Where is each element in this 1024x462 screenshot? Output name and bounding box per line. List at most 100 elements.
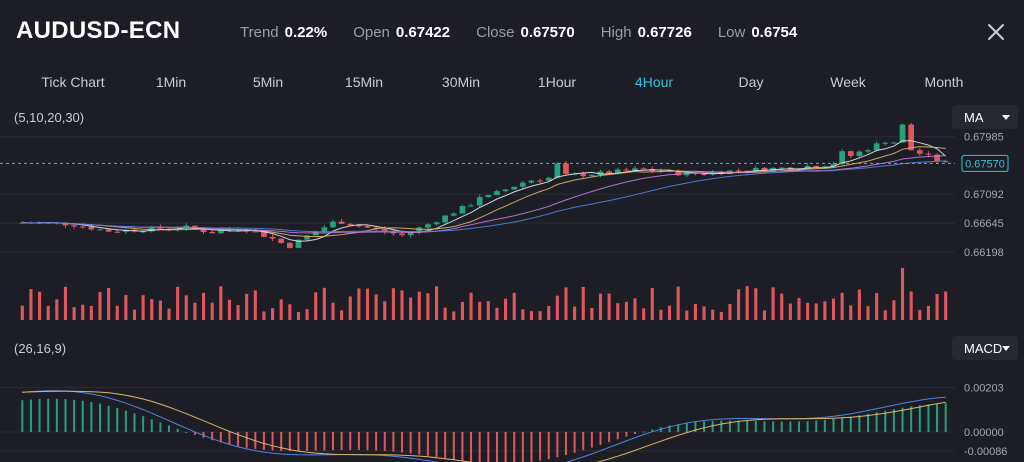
volume-bar	[823, 301, 827, 320]
macd-histogram-bar	[884, 410, 887, 432]
macd-histogram-bar	[176, 428, 179, 432]
macd-histogram-bar	[280, 431, 283, 451]
volume-bar	[892, 300, 896, 320]
macd-dropdown-label: MACD	[964, 341, 1003, 356]
volume-bar	[417, 291, 421, 320]
macd-histogram-bar	[556, 431, 559, 458]
volume-bar	[918, 309, 922, 320]
macd-histogram-bar	[375, 431, 378, 451]
candle-body	[545, 177, 552, 181]
tab-week[interactable]: Week	[830, 74, 866, 90]
macd-histogram-bar	[29, 399, 32, 432]
macd-histogram-bar	[461, 431, 464, 461]
macd-histogram-bar	[81, 400, 84, 432]
macd-histogram-bar	[366, 431, 369, 451]
macd-histogram-bar	[288, 431, 291, 451]
candle-body	[908, 124, 915, 151]
tab-day[interactable]: Day	[738, 74, 764, 90]
volume-bar	[115, 305, 119, 320]
stat-trend: Trend 0.22%	[240, 24, 327, 44]
volume-bar	[926, 306, 930, 320]
volume-bar	[279, 299, 283, 320]
volume-bar	[167, 308, 171, 320]
macd-histogram-bar	[746, 420, 749, 432]
volume-bar	[245, 293, 249, 320]
macd-tick-label: 0.00000	[964, 427, 1004, 439]
macd-histogram-bar	[409, 431, 412, 454]
macd-histogram-bar	[539, 431, 542, 461]
volume-bar	[849, 305, 853, 320]
tab-5min[interactable]: 5Min	[252, 74, 284, 90]
candle-body	[934, 154, 940, 161]
volume-bar	[590, 307, 594, 320]
macd-histogram-bar	[306, 431, 309, 451]
volume-bar	[38, 291, 42, 320]
candle-body	[269, 236, 276, 239]
macd-histogram-bar	[444, 431, 447, 459]
candle-body	[442, 215, 449, 223]
price-tick-label: 0.67092	[964, 189, 1004, 201]
tab-15min[interactable]: 15Min	[344, 74, 384, 90]
macd-histogram-bar	[133, 413, 136, 432]
candle-body	[589, 174, 595, 177]
macd-histogram-bar	[797, 421, 800, 432]
macd-histogram-bar	[849, 416, 852, 432]
volume-bar	[495, 307, 499, 320]
macd-tick-label: -0.00086	[964, 446, 1007, 458]
volume-bar	[314, 292, 318, 320]
macd-histogram-bar	[116, 407, 119, 432]
macd-histogram-bar	[685, 422, 688, 432]
macd-histogram-bar	[703, 421, 706, 432]
candle-body	[830, 164, 837, 167]
volume-bar	[296, 311, 301, 320]
macd-histogram-bar	[590, 431, 593, 448]
macd-histogram-bar	[168, 425, 171, 432]
candle-body	[519, 182, 526, 187]
volume-bar	[866, 306, 870, 320]
candle-body	[683, 172, 690, 176]
macd-histogram-bar	[211, 431, 214, 441]
candle-body	[778, 167, 785, 169]
macd-histogram-bar	[625, 431, 628, 437]
volume-bar	[814, 303, 818, 320]
volume-bar	[754, 288, 758, 320]
candle-body	[925, 153, 932, 155]
macd-histogram-bar	[470, 431, 473, 462]
macd-histogram-bar	[608, 431, 611, 443]
stat-value: 0.22%	[284, 24, 328, 41]
volume-bar	[305, 309, 309, 320]
ma-indicator-dropdown[interactable]: MA	[952, 105, 1018, 129]
macd-histogram-bar	[901, 407, 904, 432]
tab-month[interactable]: Month	[924, 74, 964, 90]
macd-histogram-bar	[38, 399, 41, 432]
tab-1hour[interactable]: 1Hour	[537, 74, 577, 90]
volume-bar	[46, 305, 50, 320]
macd-histogram-bar	[677, 424, 680, 432]
macd-histogram-bar	[331, 431, 334, 451]
macd-histogram-bar	[142, 416, 145, 432]
macd-histogram-bar	[418, 431, 421, 455]
candle-body	[942, 160, 949, 162]
macd-histogram-bar	[357, 431, 360, 450]
tab-tick-chart[interactable]: Tick Chart	[41, 74, 105, 90]
tab-1min[interactable]: 1Min	[155, 74, 187, 90]
macd-histogram-bar	[892, 409, 895, 432]
candle-body	[485, 194, 492, 198]
volume-bar	[659, 309, 663, 320]
chart-header: AUDUSD-ECN Trend 0.22% Open 0.67422 Close 0…	[0, 0, 1024, 62]
volume-bar	[875, 293, 879, 320]
chevron-down-icon	[1002, 115, 1010, 120]
macd-indicator-dropdown[interactable]: MACD	[952, 336, 1018, 360]
volume-bar	[547, 305, 551, 320]
volume-bar	[29, 289, 33, 320]
tab-4hour[interactable]: 4Hour	[634, 74, 674, 90]
volume-bar	[219, 286, 223, 320]
volume-bar	[883, 310, 887, 320]
candle-body	[450, 213, 457, 216]
close-button[interactable]	[984, 20, 1008, 44]
macd-histogram-bar	[401, 431, 404, 453]
tab-30min[interactable]: 30Min	[441, 74, 481, 90]
macd-histogram-bar	[573, 431, 576, 453]
macd-histogram-bar	[858, 415, 861, 432]
